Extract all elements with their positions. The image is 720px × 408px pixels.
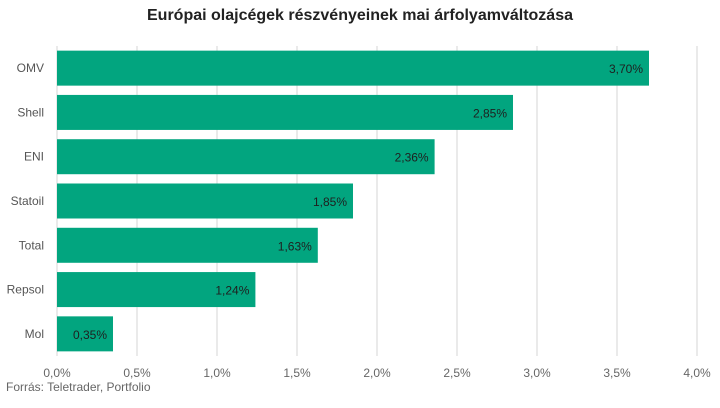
category-label: Shell bbox=[17, 105, 44, 119]
chart-title: Európai olajcégek részvényeinek mai árfo… bbox=[147, 7, 573, 24]
bar bbox=[57, 183, 353, 219]
x-tick-label: 3,0% bbox=[523, 366, 551, 380]
x-tick-label: 4,0% bbox=[683, 366, 711, 380]
bar bbox=[57, 139, 435, 175]
data-label: 1,85% bbox=[313, 195, 347, 209]
category-label: OMV bbox=[17, 61, 44, 75]
category-label: Mol bbox=[25, 327, 44, 341]
category-label: ENI bbox=[24, 150, 44, 164]
bar bbox=[57, 316, 113, 352]
category-label: Total bbox=[19, 238, 44, 252]
bar bbox=[57, 227, 318, 263]
data-label: 1,63% bbox=[278, 239, 312, 253]
bar bbox=[57, 94, 513, 130]
bar bbox=[57, 272, 256, 308]
x-tick-label: 0,5% bbox=[123, 366, 151, 380]
data-label: 0,35% bbox=[73, 328, 107, 342]
category-label: Repsol bbox=[7, 283, 44, 297]
x-tick-label: 0,0% bbox=[43, 366, 71, 380]
data-label: 2,85% bbox=[473, 106, 507, 120]
category-label: Statoil bbox=[11, 194, 44, 208]
x-tick-label: 1,5% bbox=[283, 366, 311, 380]
x-tick-label: 2,0% bbox=[363, 366, 391, 380]
data-label: 2,36% bbox=[395, 151, 429, 165]
data-label: 1,24% bbox=[215, 284, 249, 298]
source-note: Forrás: Teletrader, Portfolio bbox=[6, 380, 151, 394]
data-label: 3,70% bbox=[609, 62, 643, 76]
x-tick-label: 2,5% bbox=[443, 366, 471, 380]
bar bbox=[57, 50, 649, 86]
x-tick-label: 1,0% bbox=[203, 366, 231, 380]
x-tick-label: 3,5% bbox=[603, 366, 631, 380]
